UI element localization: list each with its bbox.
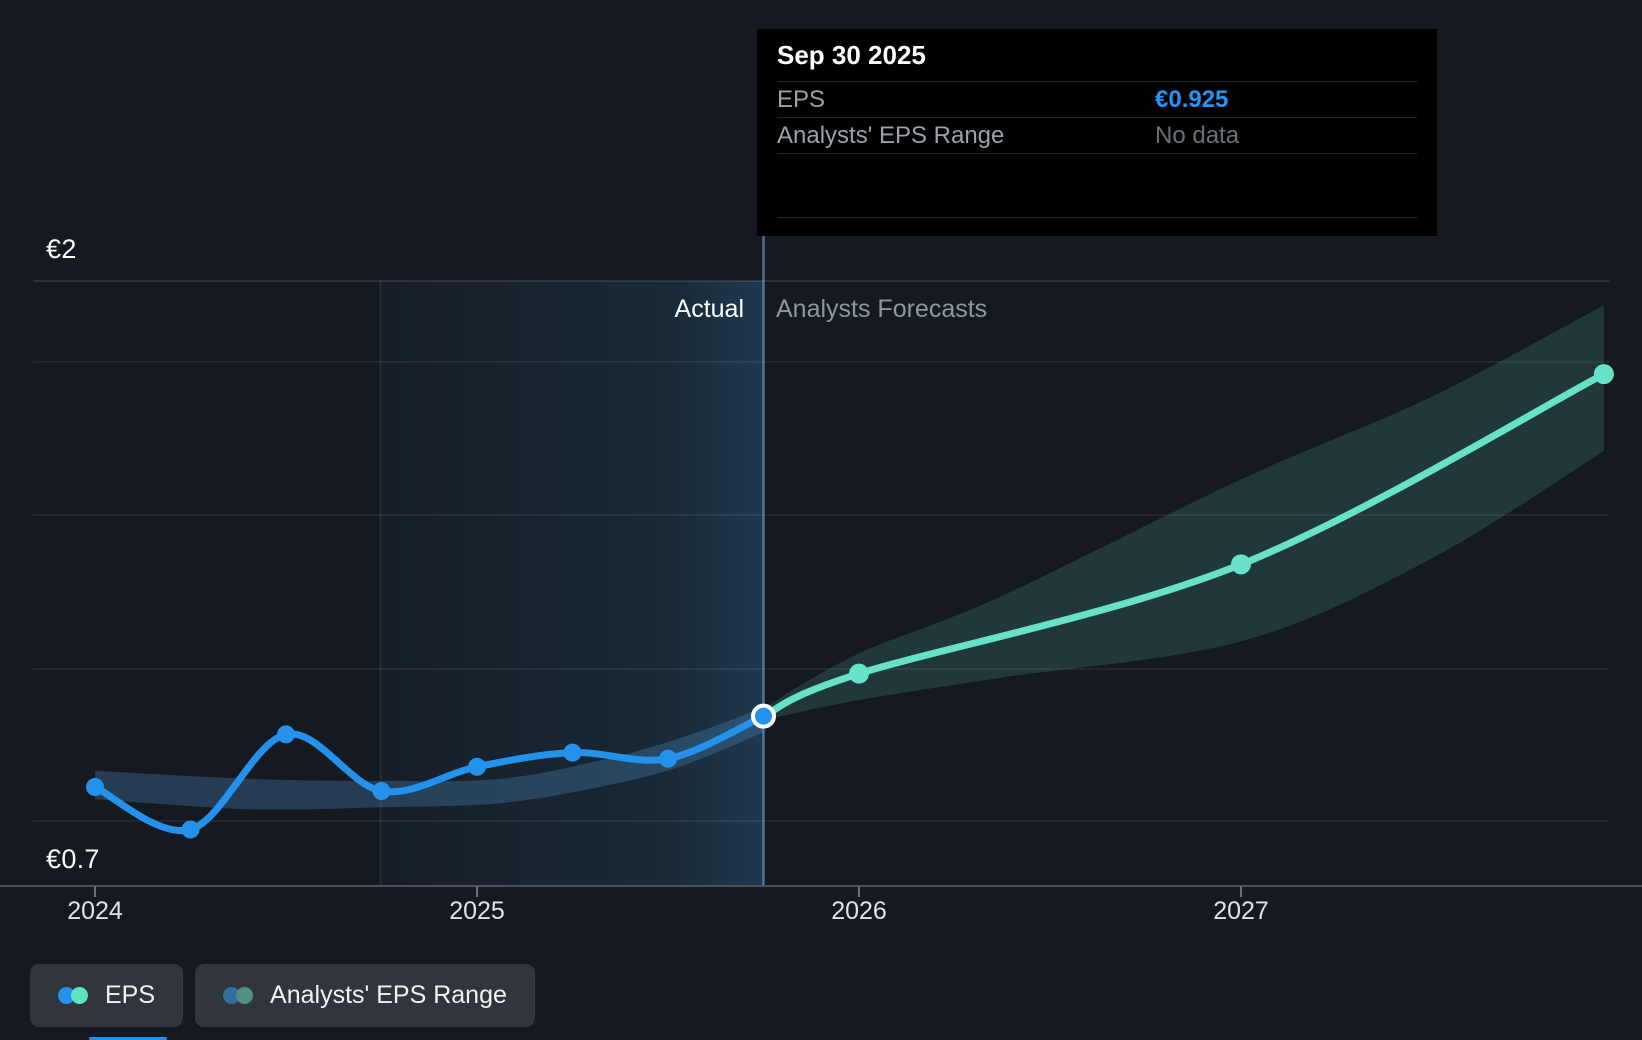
forecast-point-Dec-31-2026[interactable] <box>1231 554 1251 575</box>
forecast-zone-label: Analysts Forecasts <box>776 295 988 323</box>
forecast-point-Dec-31-2027[interactable] <box>1593 364 1614 385</box>
forecast-eps-line <box>760 370 1608 720</box>
actual-point-Dec-31-2023[interactable] <box>86 778 104 796</box>
chart-legend: EPS Analysts' EPS Range <box>30 964 535 1027</box>
actual-point-Jun-30-2024[interactable] <box>277 725 295 744</box>
actual-point-Mar-31-2024[interactable] <box>181 820 200 839</box>
legend-range-label: Analysts' EPS Range <box>270 981 507 1009</box>
actual-eps-line <box>91 712 767 835</box>
x-tick-label-2027: 2027 <box>1213 897 1269 925</box>
tooltip-range-value: No data <box>1155 122 1240 149</box>
actual-point-Sep-30-2024[interactable] <box>372 782 391 801</box>
chart-tooltip: Sep 30 2025 EPS €0.925 Analysts' EPS Ran… <box>757 29 1437 236</box>
eps-series-icon <box>58 987 88 1004</box>
forecast-point-Dec-31-2025[interactable] <box>849 663 869 684</box>
scrollbar-fragment[interactable] <box>89 1037 167 1040</box>
forecast-eps-range-band <box>763 305 1604 721</box>
tooltip-range-label: Analysts' EPS Range <box>777 122 1005 149</box>
actual-point-Mar-31-2025[interactable] <box>563 743 582 762</box>
tooltip-eps-value: €0.925 <box>1155 86 1229 113</box>
tooltip-range-row: Analysts' EPS Range No data <box>777 118 1417 154</box>
y-axis-label-min: €0.7 <box>46 844 100 874</box>
actual-point-Jun-30-2025[interactable] <box>659 749 677 768</box>
actual-eps-range-band <box>95 708 764 810</box>
range-series-icon <box>223 987 254 1004</box>
tooltip-bottom-divider <box>777 217 1417 218</box>
y-axis-label-max: €2 <box>46 234 77 264</box>
tooltip-eps-row: EPS €0.925 <box>777 82 1417 118</box>
actual-zone-label: Actual <box>674 295 744 323</box>
x-tick-label-2026: 2026 <box>831 897 887 925</box>
actual-point-Dec-31-2024[interactable] <box>468 757 486 776</box>
tooltip-eps-label: EPS <box>777 86 826 113</box>
actual-highlight-column <box>380 281 764 886</box>
legend-eps-label: EPS <box>105 981 156 1009</box>
legend-toggle-analysts-eps-range[interactable]: Analysts' EPS Range <box>195 964 535 1027</box>
x-tick-label-2025: 2025 <box>449 897 505 925</box>
tooltip-date-title: Sep 30 2025 <box>777 29 1417 82</box>
legend-toggle-eps[interactable]: EPS <box>30 964 184 1027</box>
x-tick-label-2024: 2024 <box>67 897 123 925</box>
selected-point-Sep-30-2025[interactable] <box>751 703 776 729</box>
